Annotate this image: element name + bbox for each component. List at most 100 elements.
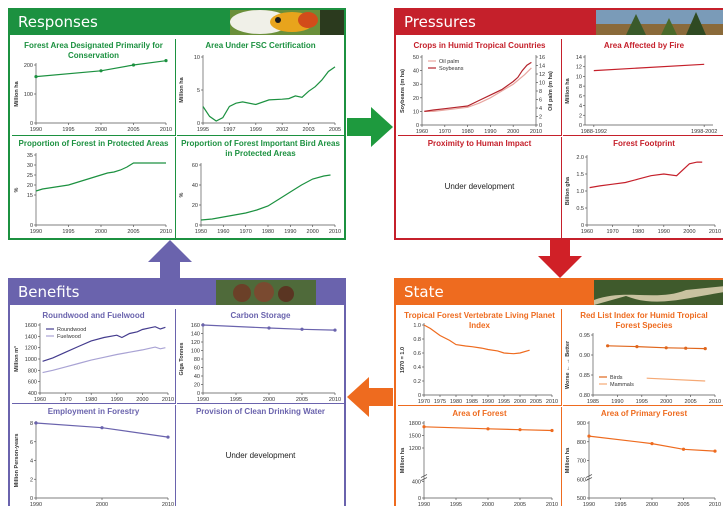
x-tick-label: 2000 [263, 397, 275, 403]
data-point [650, 442, 654, 446]
river-photo [566, 280, 723, 305]
panel-water: Provision of Clean Drinking Water Under … [177, 405, 344, 506]
y-tick-label: 80 [194, 357, 200, 363]
y-axis-label: Million m³ [13, 346, 20, 372]
y-tick-label: 900 [577, 421, 586, 427]
y2-tick-label: 6 [539, 98, 542, 104]
pressures-title: Pressures [404, 13, 476, 31]
x-tick-label: 2000 [660, 399, 672, 405]
data-point [664, 346, 668, 350]
y-tick-label: 1800 [409, 421, 421, 427]
data-point [422, 425, 426, 429]
y2-axis-label: Oil palm (m ha) [548, 71, 554, 111]
series-line-0 [589, 161, 703, 189]
data-point [681, 447, 686, 451]
chart-title: Area of Primary Forest [600, 409, 688, 418]
y-tick-label: 1.5 [576, 172, 584, 178]
state-title: State [404, 283, 444, 301]
panel-lpi: Tropical Forest Vertebrate Living Planet… [398, 309, 562, 406]
chart-bird-areas: 0 20 40 60 1950 1960 1970 1980 1990 2000 2010% [179, 163, 341, 235]
y-tick-label: 40 [413, 69, 419, 75]
data-point [333, 328, 337, 332]
chart-fa-conservation: 0 100 200 1990 1995 2000 2005 2010 Million ha [14, 59, 172, 133]
y-tick-label: 8 [579, 84, 582, 90]
y-tick-label: 15 [27, 193, 33, 199]
x-tick-label: 2000 [683, 229, 695, 235]
series-line-0 [424, 67, 532, 113]
y-tick-label: 0 [30, 496, 33, 502]
data-point [267, 326, 271, 330]
y-tick-label: 40 [192, 183, 198, 189]
chart-lpi: 0 0.2 0.4 0.6 0.8 1.0 1970 1975 1980 1985 1990 1995… [400, 323, 558, 405]
y-tick-label: 20 [192, 203, 198, 209]
x-tick-label: 1997 [223, 127, 235, 133]
panel-fsc: Area Under FSC Certification 0 5 10 1995 199… [177, 39, 344, 136]
under-development-note: Under development [225, 450, 296, 460]
benefits-title: Benefits [18, 283, 80, 301]
benefits-quadrant: Benefits Roundwood and Fuelwood 400 600 80… [8, 278, 346, 506]
state-quadrant: State Tropical Forest Vertebrate Living … [394, 278, 723, 506]
y-tick-label: 2.0 [576, 155, 584, 161]
y-tick-label: 0.90 [579, 353, 590, 359]
data-point [99, 69, 103, 73]
y-axis-label: Million ha [400, 447, 406, 473]
people-photo [180, 280, 344, 305]
arrow-right-icon [347, 107, 393, 147]
legend-label: Roundwood [57, 327, 86, 333]
y-axis-label: % [14, 187, 20, 192]
x-tick-label: 1990 [30, 502, 42, 506]
data-point [635, 345, 639, 349]
y-tick-label: 20 [413, 96, 419, 102]
y-tick-label: 35 [27, 153, 33, 159]
x-tick-label: 2002 [276, 127, 288, 133]
y-tick-label: 4 [30, 459, 33, 465]
y-tick-label: 10 [413, 109, 419, 115]
x-tick-label: 2010 [546, 502, 558, 506]
series-line-0 [423, 426, 553, 432]
x-tick-label: 1980 [461, 129, 473, 135]
chart-red-list: 0.80 0.85 0.90 0.95 1985 1990 1995 2000 2005 2010… [565, 333, 721, 405]
y-tick-label: 400 [412, 479, 421, 485]
y-tick-label: 0.8 [413, 337, 421, 343]
series-line-0 [200, 174, 331, 221]
x-tick-label: 1990 [583, 502, 595, 506]
chart-fsc: 0 5 10 1995 1997 1999 2002 2003 2005 Million ha [179, 55, 341, 133]
y-axis-label: Million ha [565, 447, 571, 473]
data-point [486, 427, 490, 431]
y-tick-label: 1200 [25, 346, 37, 352]
x-tick-label: 2005 [127, 229, 139, 235]
chart-title: Roundwood and Fuelwood [42, 311, 145, 320]
y-axis-label: Million ha [565, 77, 571, 103]
x-tick-label: 1980 [85, 397, 97, 403]
arrow-up-icon [148, 240, 192, 278]
chart-title: Forest Area Designated Primarily for Cons… [24, 41, 163, 60]
chart-crops: 0 10 20 30 40 50 0 2 4 6 8 10 12 14 16 Oil palm (m ha) 1… [400, 55, 554, 135]
series-line-1 [42, 346, 166, 374]
x-tick-label: 1995 [230, 397, 242, 403]
series-line-1 [646, 377, 706, 382]
data-point [684, 346, 688, 350]
x-tick-label: 2000 [482, 502, 494, 506]
x-tick-label: 2010 [709, 399, 721, 405]
y-tick-label: 140 [191, 332, 200, 338]
x-tick-label: 2000 [95, 229, 107, 235]
panel-primary-forest: Area of Primary Forest 500 600 700 800 900 19… [563, 407, 723, 506]
x-tick-label: 2000 [95, 127, 107, 133]
panel-protected: Proportion of Forest in Protected Areas … [12, 137, 176, 238]
y-tick-label: 6 [579, 94, 582, 100]
series-line-0 [42, 326, 166, 362]
chart-footprint: 0 0.5 1.0 1.5 2.0 1960 1970 1980 1990 2000 2010 Bil… [565, 155, 721, 235]
x-tick-label: 2010 [709, 502, 721, 506]
y2-tick-label: 4 [539, 106, 542, 112]
x-tick-label: 2010 [546, 399, 558, 405]
data-point [201, 323, 205, 327]
x-tick-label: 1995 [636, 399, 648, 405]
y-axis-label: Soybeans (m ha) [400, 69, 406, 113]
y-tick-label: 5 [197, 88, 200, 94]
y-tick-label: 800 [577, 440, 586, 446]
y-tick-label: 60 [192, 163, 198, 169]
data-point [164, 59, 168, 63]
y-tick-label: 0 [581, 223, 584, 229]
series-line-1 [424, 61, 532, 112]
y-tick-label: 1400 [25, 334, 37, 340]
